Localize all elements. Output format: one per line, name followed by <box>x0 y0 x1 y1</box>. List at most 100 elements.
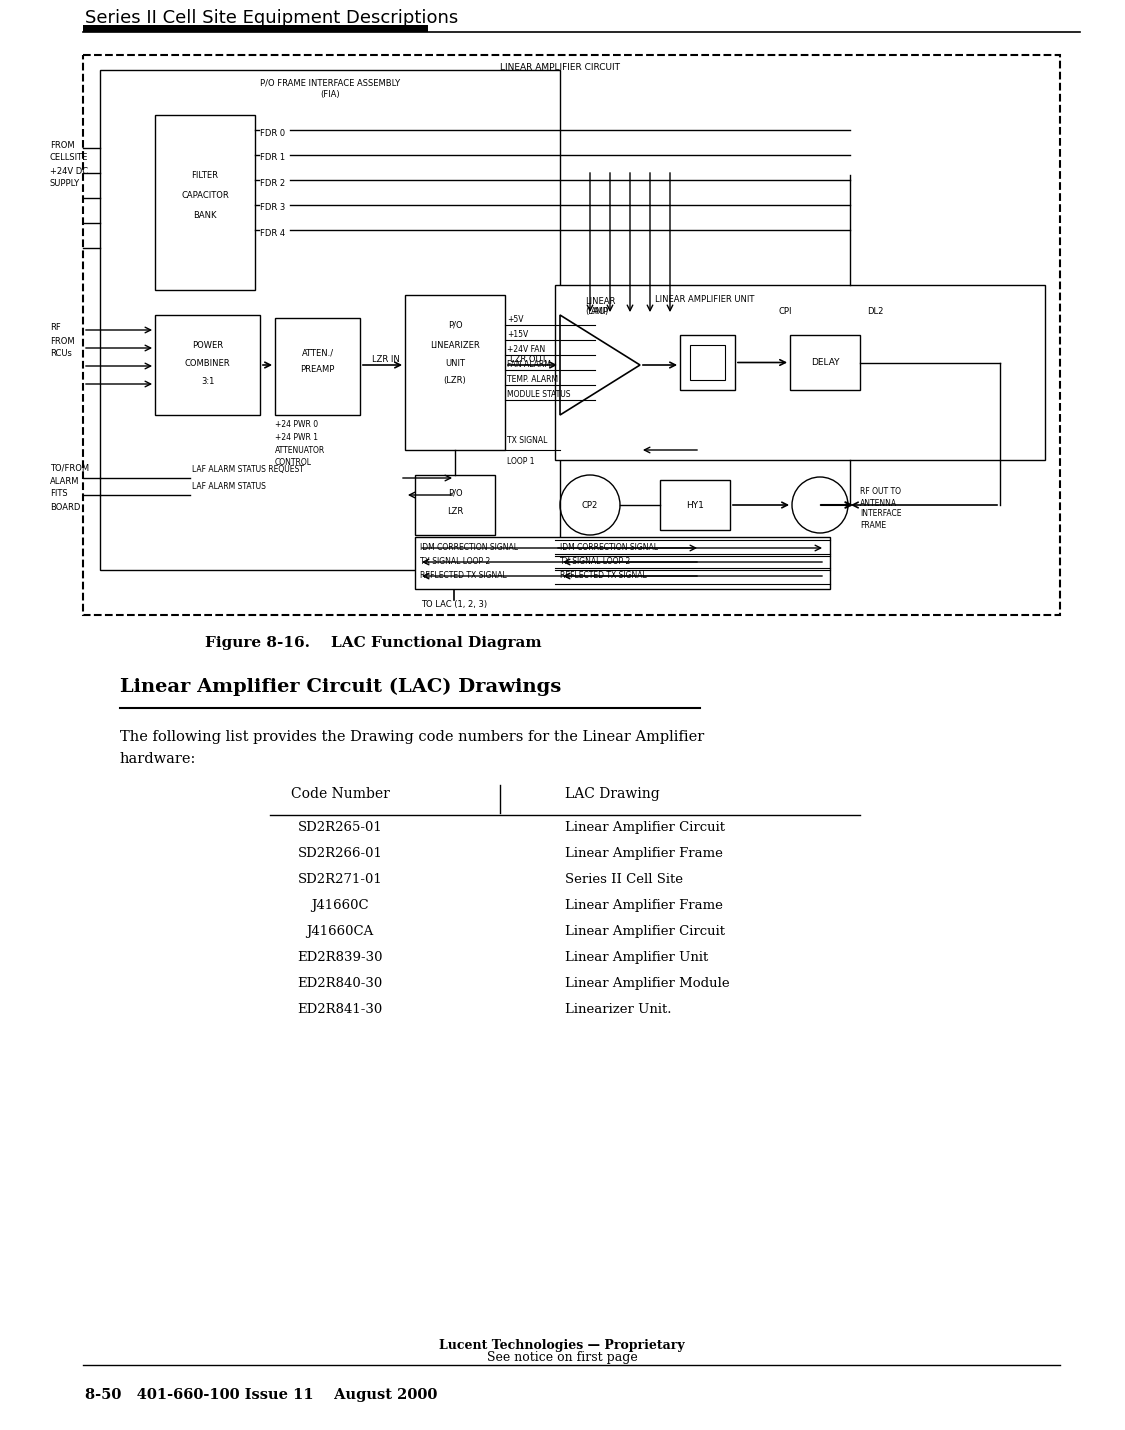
Text: ALARM: ALARM <box>50 476 80 486</box>
Bar <box>100 70 560 571</box>
Text: +24 PWR 1: +24 PWR 1 <box>274 433 318 442</box>
Text: TX SIGNAL: TX SIGNAL <box>507 436 548 445</box>
Text: SD2R266-01: SD2R266-01 <box>297 847 382 859</box>
Text: IDM CORRECTION SIGNAL: IDM CORRECTION SIGNAL <box>420 543 518 552</box>
Text: Linear Amplifier Circuit: Linear Amplifier Circuit <box>565 925 724 938</box>
Text: REFLECTED TX SIGNAL: REFLECTED TX SIGNAL <box>420 572 506 581</box>
Text: CELLSITE: CELLSITE <box>50 153 89 163</box>
Text: 3:1: 3:1 <box>201 376 214 386</box>
Text: CPI: CPI <box>778 307 792 316</box>
Text: SD2R265-01: SD2R265-01 <box>298 821 382 834</box>
Text: IDM CORRECTION SIGNAL: IDM CORRECTION SIGNAL <box>560 543 658 552</box>
Text: SUPPLY: SUPPLY <box>50 180 80 189</box>
Text: ATTEN./: ATTEN./ <box>302 349 334 358</box>
Text: UNIT: UNIT <box>446 359 465 368</box>
Text: Linear Amplifier Unit: Linear Amplifier Unit <box>565 951 709 964</box>
Text: Figure 8-16.    LAC Functional Diagram: Figure 8-16. LAC Functional Diagram <box>205 636 541 651</box>
Text: (LAU): (LAU) <box>585 307 609 316</box>
Text: P/O FRAME INTERFACE ASSEMBLY: P/O FRAME INTERFACE ASSEMBLY <box>260 79 400 87</box>
Text: FILTER: FILTER <box>191 170 218 180</box>
Text: LINEARIZER: LINEARIZER <box>430 340 480 349</box>
Text: Series II Cell Site Equipment Descriptions: Series II Cell Site Equipment Descriptio… <box>86 9 458 27</box>
Text: BANK: BANK <box>193 210 217 219</box>
Text: ED2R839-30: ED2R839-30 <box>297 951 382 964</box>
Text: RCUs: RCUs <box>50 349 72 359</box>
Text: ED2R841-30: ED2R841-30 <box>297 1002 382 1015</box>
Bar <box>415 475 495 535</box>
Text: (FIA): (FIA) <box>321 90 340 99</box>
Text: LINEAR AMPLIFIER CIRCUIT: LINEAR AMPLIFIER CIRCUIT <box>500 63 620 72</box>
Text: TO LAC (1, 2, 3): TO LAC (1, 2, 3) <box>421 601 487 609</box>
Text: POWER: POWER <box>192 340 223 349</box>
Text: RF: RF <box>50 323 61 333</box>
Bar <box>83 24 428 31</box>
Text: LZR OUT: LZR OUT <box>510 356 547 365</box>
Text: TEMP. ALARM: TEMP. ALARM <box>507 375 558 385</box>
Text: Code Number: Code Number <box>290 787 389 801</box>
Text: LOOP 1: LOOP 1 <box>507 458 534 466</box>
Text: LZR IN: LZR IN <box>372 356 399 365</box>
Text: (LZR): (LZR) <box>443 376 467 386</box>
Bar <box>83 54 1060 615</box>
Text: SD2R271-01: SD2R271-01 <box>298 872 382 887</box>
Bar <box>155 315 260 415</box>
Text: CP2: CP2 <box>582 500 598 509</box>
Text: ATTENUATOR: ATTENUATOR <box>274 446 325 455</box>
Text: 8-50   401-660-100 Issue 11    August 2000: 8-50 401-660-100 Issue 11 August 2000 <box>86 1389 438 1401</box>
Text: ANTENNA: ANTENNA <box>860 499 897 508</box>
Text: FROM: FROM <box>50 336 74 346</box>
Text: LAF ALARM STATUS: LAF ALARM STATUS <box>192 482 266 490</box>
Text: +24V DC: +24V DC <box>50 166 88 176</box>
Text: PREAMP: PREAMP <box>300 366 335 375</box>
Text: The following list provides the Drawing code numbers for the Linear Amplifier: The following list provides the Drawing … <box>120 729 704 744</box>
Text: +15V: +15V <box>507 330 529 339</box>
Bar <box>415 538 830 589</box>
Text: LZR: LZR <box>447 506 463 515</box>
Text: LAC Drawing: LAC Drawing <box>565 787 659 801</box>
Bar <box>690 345 724 380</box>
Text: Linear Amplifier Circuit (LAC) Drawings: Linear Amplifier Circuit (LAC) Drawings <box>120 678 561 696</box>
Text: COMBINER: COMBINER <box>184 359 231 368</box>
Text: LINEAR: LINEAR <box>585 296 615 306</box>
Text: P/O: P/O <box>448 320 462 329</box>
Text: Linear Amplifier Frame: Linear Amplifier Frame <box>565 899 723 912</box>
Bar <box>680 335 735 390</box>
Text: FDR 2: FDR 2 <box>260 179 285 187</box>
Text: FDR 4: FDR 4 <box>260 229 285 237</box>
Text: CAPACITOR: CAPACITOR <box>181 190 228 200</box>
Text: hardware:: hardware: <box>120 752 197 766</box>
Text: +5V: +5V <box>507 315 523 325</box>
Bar <box>405 295 505 450</box>
Text: FITS: FITS <box>50 489 68 499</box>
Text: DL2: DL2 <box>867 307 883 316</box>
Text: Linear Amplifier Circuit: Linear Amplifier Circuit <box>565 821 724 834</box>
Text: J41660C: J41660C <box>312 899 369 912</box>
Text: +24V FAN: +24V FAN <box>507 345 546 355</box>
Bar <box>660 480 730 531</box>
Text: Linearizer Unit.: Linearizer Unit. <box>565 1002 672 1015</box>
Text: CONTROL: CONTROL <box>274 458 312 468</box>
Text: FDR 0: FDR 0 <box>260 129 285 137</box>
Text: REFLECTED TX SIGNAL: REFLECTED TX SIGNAL <box>560 572 647 581</box>
Bar <box>790 335 860 390</box>
Text: BOARD: BOARD <box>50 502 80 512</box>
Text: TO/FROM: TO/FROM <box>50 463 89 472</box>
Text: FROM: FROM <box>50 140 74 150</box>
Text: FDR 3: FDR 3 <box>260 203 286 213</box>
Text: LAF ALARM STATUS REQUEST: LAF ALARM STATUS REQUEST <box>192 465 304 473</box>
Text: ED2R840-30: ED2R840-30 <box>297 977 382 990</box>
Bar <box>274 317 360 415</box>
Text: FRAME: FRAME <box>860 521 886 529</box>
Bar <box>555 285 1045 460</box>
Text: DELAY: DELAY <box>811 358 839 368</box>
Text: FDR 1: FDR 1 <box>260 153 285 163</box>
Text: +24 PWR 0: +24 PWR 0 <box>274 420 318 429</box>
Text: TX SIGNAL LOOP 2: TX SIGNAL LOOP 2 <box>420 558 490 566</box>
Text: P/O: P/O <box>448 489 462 498</box>
Text: AMP: AMP <box>591 307 609 316</box>
Text: INTERFACE: INTERFACE <box>860 509 901 519</box>
Text: LINEAR AMPLIFIER UNIT: LINEAR AMPLIFIER UNIT <box>655 295 755 305</box>
Text: Lucent Technologies — Proprietary: Lucent Technologies — Proprietary <box>439 1338 685 1351</box>
Text: MODULE STATUS: MODULE STATUS <box>507 390 570 399</box>
Text: FAN ALARM: FAN ALARM <box>507 360 551 369</box>
